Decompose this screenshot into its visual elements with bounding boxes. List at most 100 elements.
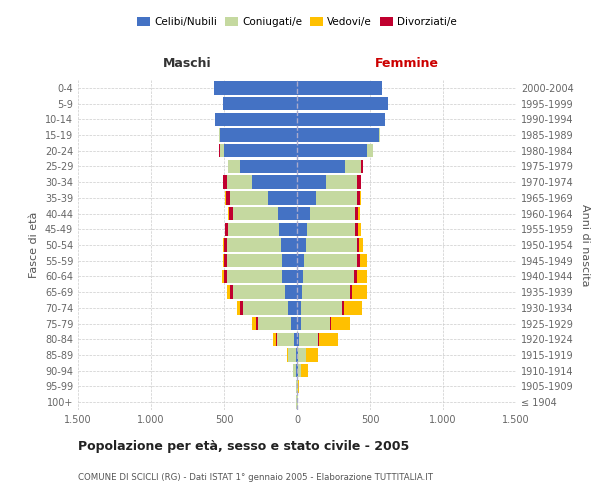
Bar (297, 222, 307, 236)
Bar (359, 238, 364, 252)
Bar (298, 380, 299, 393)
Bar (344, 301, 362, 314)
Bar (297, 286, 302, 299)
Bar (357, 270, 367, 283)
Bar (227, 254, 283, 268)
Bar (299, 332, 318, 346)
Bar (296, 348, 297, 362)
Bar (306, 348, 307, 362)
Bar (252, 176, 297, 189)
Bar (297, 317, 301, 330)
Bar (330, 317, 331, 330)
Bar (227, 286, 230, 299)
Bar (326, 176, 357, 189)
Bar (298, 364, 301, 378)
Bar (310, 207, 355, 220)
Bar (229, 207, 233, 220)
Bar (220, 144, 224, 158)
Bar (220, 128, 297, 141)
Bar (278, 207, 297, 220)
Bar (358, 207, 360, 220)
Bar (243, 301, 288, 314)
Bar (268, 191, 297, 204)
Bar (307, 348, 318, 362)
Bar (224, 254, 227, 268)
Bar (318, 332, 319, 346)
Bar (296, 380, 297, 393)
Bar (227, 176, 252, 189)
Bar (297, 380, 298, 393)
Bar (350, 286, 352, 299)
Bar (237, 301, 240, 314)
Bar (227, 270, 283, 283)
Bar (256, 317, 257, 330)
Bar (229, 222, 280, 236)
Bar (297, 207, 310, 220)
Bar (342, 301, 344, 314)
Bar (297, 270, 303, 283)
Bar (345, 160, 361, 173)
Bar (358, 222, 361, 236)
Bar (223, 97, 297, 110)
Bar (222, 270, 224, 283)
Bar (297, 97, 388, 110)
Bar (280, 222, 297, 236)
Text: Popolazione per età, sesso e stato civile - 2005: Popolazione per età, sesso e stato civil… (78, 440, 409, 453)
Bar (316, 191, 357, 204)
Bar (294, 332, 297, 346)
Bar (226, 191, 230, 204)
Text: Maschi: Maschi (163, 57, 212, 70)
Bar (233, 286, 286, 299)
Bar (252, 317, 256, 330)
Bar (297, 176, 326, 189)
Bar (363, 160, 364, 173)
Bar (233, 207, 278, 220)
Bar (227, 238, 281, 252)
Bar (273, 332, 276, 346)
Bar (227, 160, 229, 173)
Bar (215, 112, 297, 126)
Bar (360, 191, 361, 204)
Bar (296, 364, 297, 378)
Bar (277, 332, 294, 346)
Bar (306, 238, 357, 252)
Bar (229, 160, 240, 173)
Bar (357, 254, 360, 268)
Bar (331, 317, 350, 330)
Bar (301, 364, 308, 378)
Bar (357, 176, 361, 189)
Bar (355, 207, 358, 220)
Bar (226, 222, 229, 236)
Bar (219, 128, 220, 141)
Bar (297, 112, 385, 126)
Bar (319, 332, 338, 346)
Bar (379, 128, 380, 141)
Bar (281, 238, 297, 252)
Bar (297, 254, 304, 268)
Bar (230, 286, 233, 299)
Bar (219, 144, 220, 158)
Bar (360, 254, 367, 268)
Bar (297, 238, 306, 252)
Bar (214, 81, 297, 94)
Text: Femmine: Femmine (374, 57, 439, 70)
Bar (288, 301, 297, 314)
Bar (297, 301, 301, 314)
Bar (224, 238, 227, 252)
Bar (297, 160, 345, 173)
Bar (298, 348, 306, 362)
Bar (297, 364, 298, 378)
Bar (288, 348, 296, 362)
Bar (297, 348, 298, 362)
Bar (293, 364, 296, 378)
Bar (223, 176, 227, 189)
Bar (304, 254, 357, 268)
Bar (307, 222, 355, 236)
Bar (283, 254, 297, 268)
Bar (224, 270, 227, 283)
Bar (301, 317, 330, 330)
Y-axis label: Anni di nascita: Anni di nascita (580, 204, 590, 286)
Bar (240, 301, 243, 314)
Bar (303, 270, 354, 283)
Bar (223, 254, 224, 268)
